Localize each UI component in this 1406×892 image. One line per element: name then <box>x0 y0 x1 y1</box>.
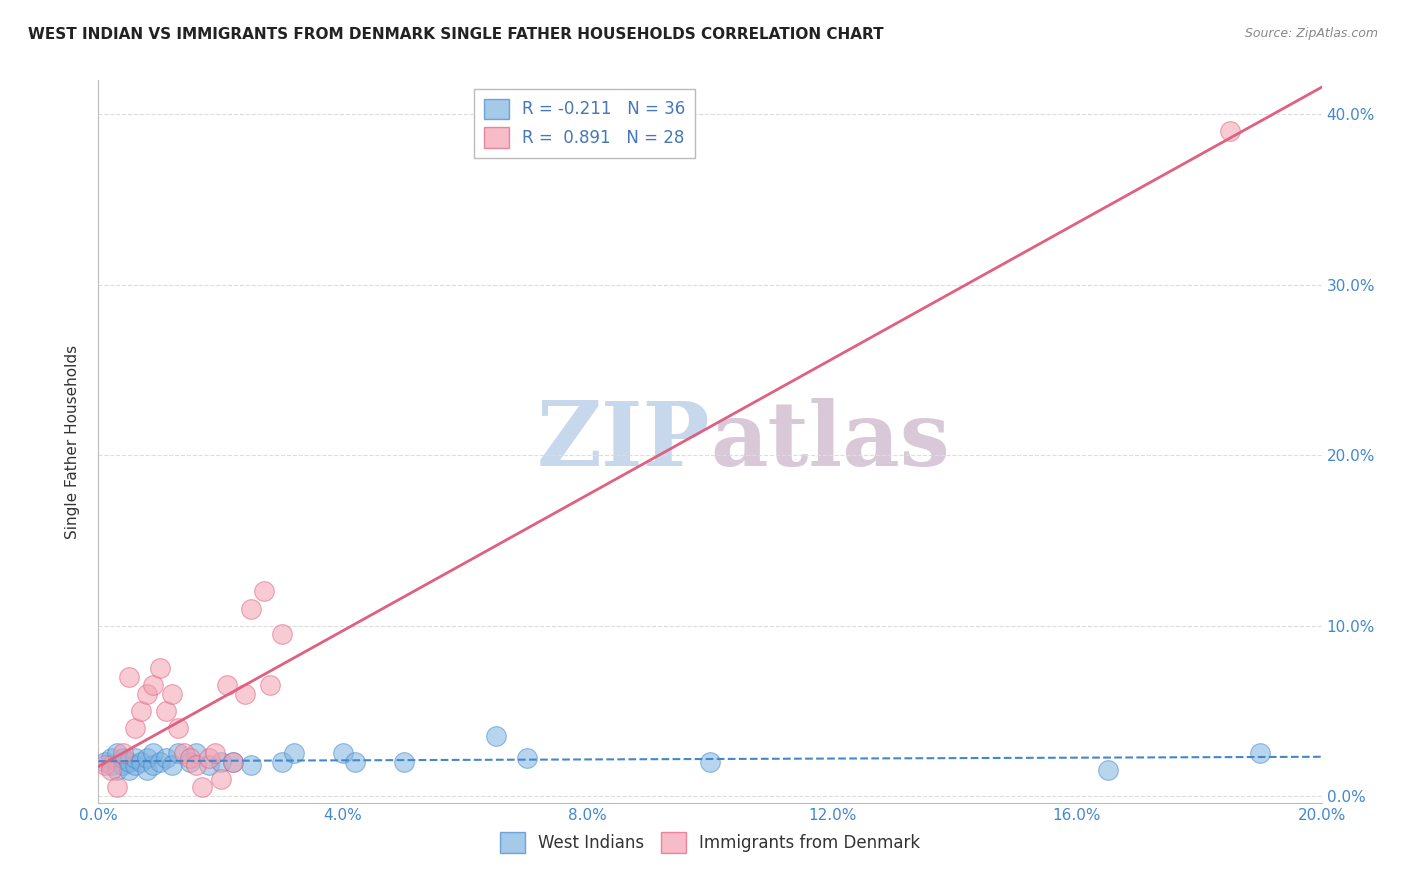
Point <box>105 747 128 761</box>
Point <box>270 755 292 769</box>
Point <box>142 678 165 692</box>
Point <box>100 758 122 772</box>
Point <box>332 747 354 761</box>
Point <box>160 758 183 772</box>
Point <box>124 758 146 772</box>
Point <box>270 627 292 641</box>
Point <box>209 772 232 786</box>
Point <box>136 687 159 701</box>
Point <box>204 747 226 761</box>
Point <box>155 704 177 718</box>
Point <box>149 755 172 769</box>
Point <box>252 584 274 599</box>
Point <box>160 687 183 701</box>
Point <box>699 755 721 769</box>
Y-axis label: Single Father Households: Single Father Households <box>65 344 80 539</box>
Text: Source: ZipAtlas.com: Source: ZipAtlas.com <box>1244 27 1378 40</box>
Point <box>197 751 219 765</box>
Legend: West Indians, Immigrants from Denmark: West Indians, Immigrants from Denmark <box>494 826 927 860</box>
Point <box>485 729 508 743</box>
Text: ZIP: ZIP <box>537 398 710 485</box>
Point <box>222 755 245 769</box>
Point <box>186 758 208 772</box>
Point <box>1249 747 1271 761</box>
Point <box>149 661 172 675</box>
Point <box>136 764 159 778</box>
Point <box>233 687 256 701</box>
Point <box>259 678 281 692</box>
Point <box>93 758 115 772</box>
Point <box>142 758 165 772</box>
Point <box>111 747 134 761</box>
Point <box>105 764 128 778</box>
Point <box>179 751 201 765</box>
Point <box>100 764 122 778</box>
Point <box>111 758 134 772</box>
Point <box>129 755 152 769</box>
Point <box>118 670 141 684</box>
Point <box>118 755 141 769</box>
Point <box>191 780 214 795</box>
Point <box>167 747 190 761</box>
Point <box>179 755 201 769</box>
Point <box>1219 124 1241 138</box>
Point <box>111 751 134 765</box>
Point <box>209 755 232 769</box>
Point <box>155 751 177 765</box>
Text: atlas: atlas <box>710 398 950 485</box>
Point <box>197 758 219 772</box>
Point <box>516 751 538 765</box>
Point <box>392 755 416 769</box>
Point <box>240 601 263 615</box>
Point <box>283 747 305 761</box>
Point <box>118 764 141 778</box>
Point <box>186 747 208 761</box>
Point <box>173 747 195 761</box>
Point <box>1097 764 1119 778</box>
Point <box>167 721 190 735</box>
Point <box>100 751 122 765</box>
Point <box>93 755 115 769</box>
Point <box>215 678 238 692</box>
Point <box>129 704 152 718</box>
Text: WEST INDIAN VS IMMIGRANTS FROM DENMARK SINGLE FATHER HOUSEHOLDS CORRELATION CHAR: WEST INDIAN VS IMMIGRANTS FROM DENMARK S… <box>28 27 884 42</box>
Point <box>344 755 367 769</box>
Point <box>105 780 128 795</box>
Point <box>222 755 245 769</box>
Point <box>136 751 159 765</box>
Point <box>142 747 165 761</box>
Point <box>124 721 146 735</box>
Point <box>240 758 263 772</box>
Point <box>124 751 146 765</box>
